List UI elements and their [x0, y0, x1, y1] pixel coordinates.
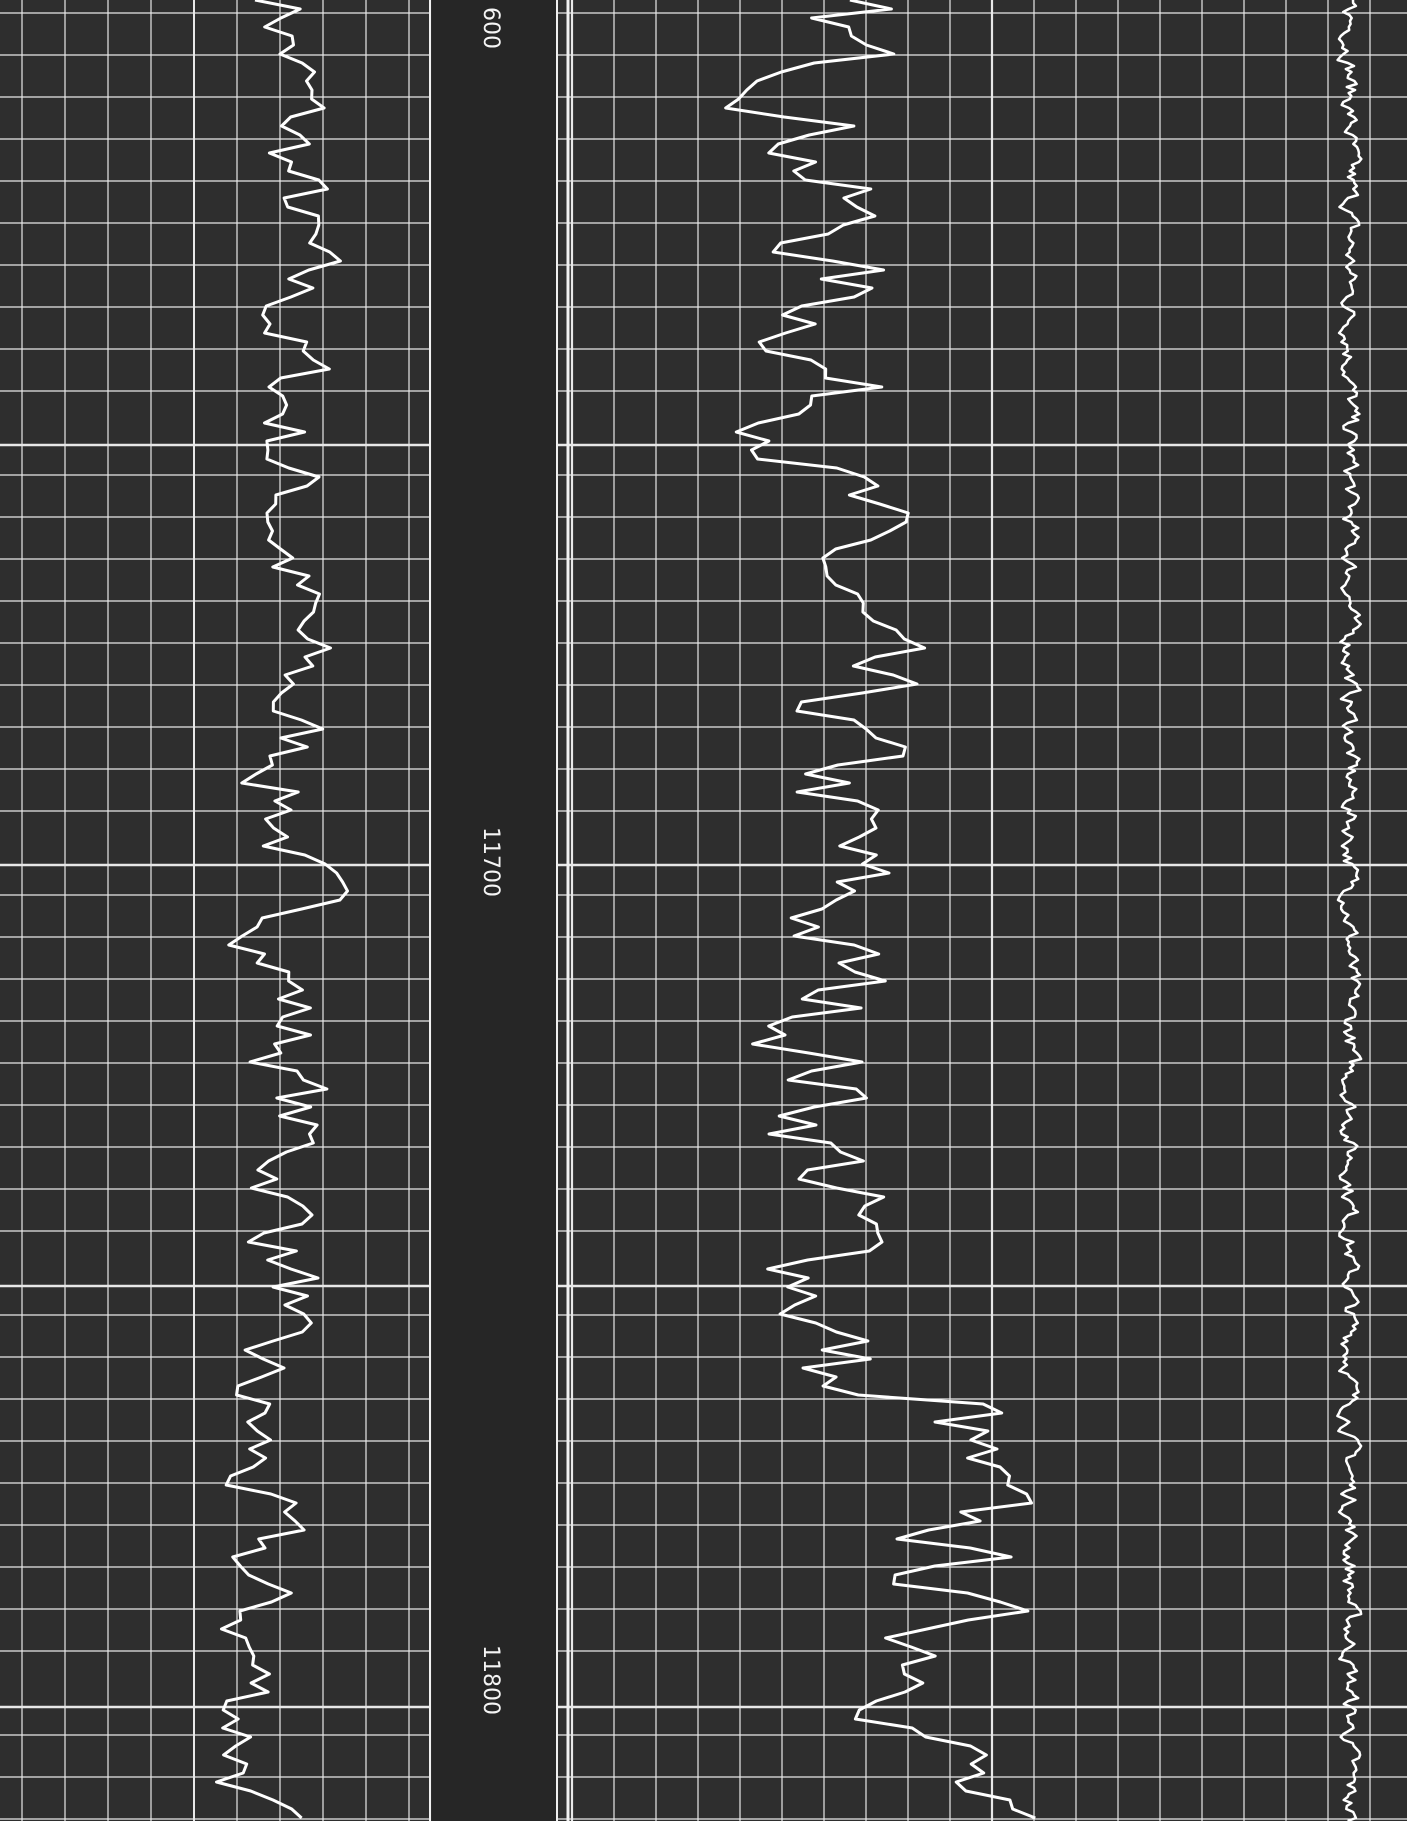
log-curve: [1336, 0, 1363, 1821]
log-curve: [724, 0, 1036, 1820]
log-curve: [215, 0, 349, 1820]
depth-track: [432, 0, 556, 1821]
depth-label: 11700: [478, 827, 503, 897]
depth-label: 11800: [478, 1645, 503, 1715]
depth-label: 600: [478, 7, 503, 49]
curves: [215, 0, 1363, 1821]
